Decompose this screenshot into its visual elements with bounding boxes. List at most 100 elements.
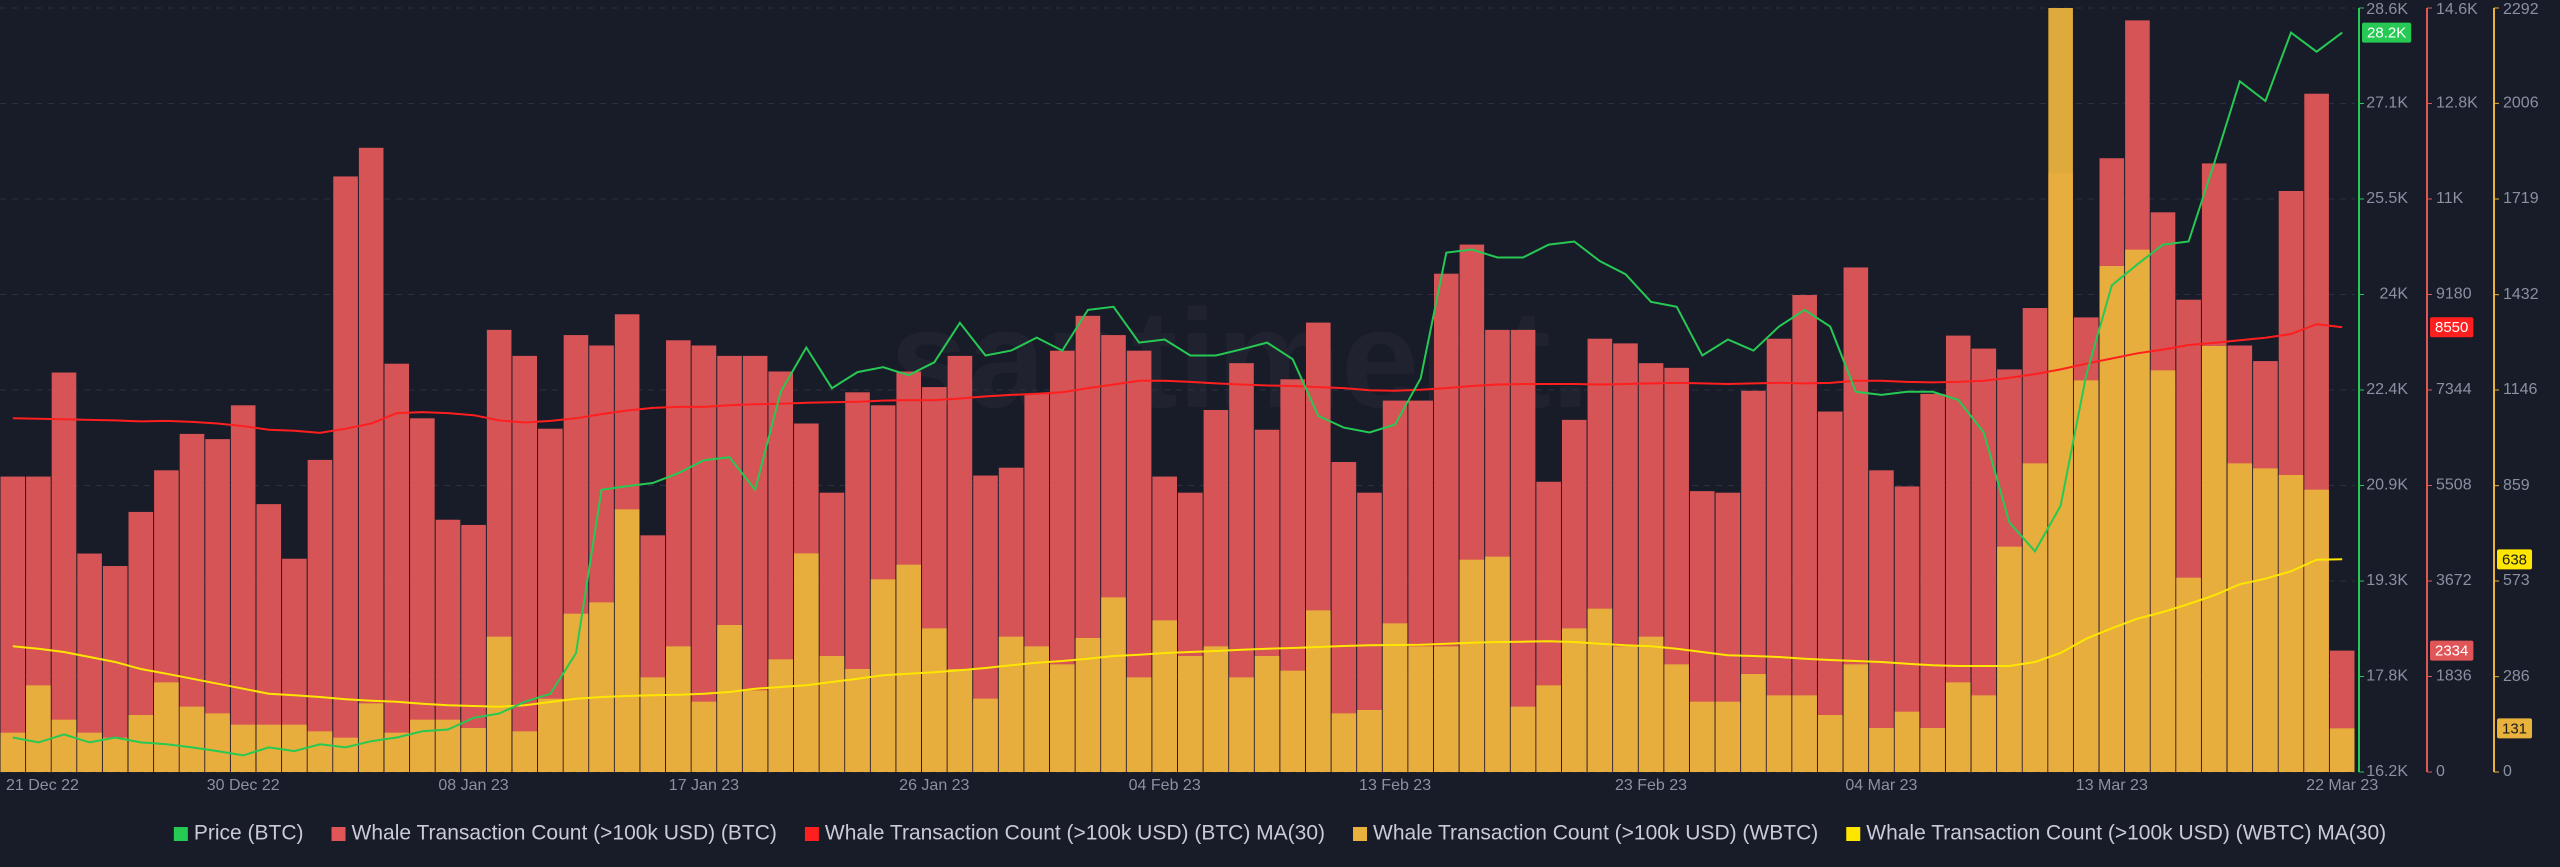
bar — [1997, 546, 2022, 772]
bar — [333, 176, 358, 772]
y-tick-label: 3672 — [2436, 572, 2472, 589]
bar — [1561, 628, 1587, 772]
bar — [1178, 656, 1203, 772]
bar — [333, 737, 358, 772]
value-label: 2334 — [2435, 643, 2468, 660]
bar — [563, 613, 589, 772]
bar — [922, 628, 947, 772]
bar — [1101, 597, 1126, 772]
bar — [307, 731, 333, 772]
bar — [1817, 715, 1843, 772]
bar — [819, 656, 845, 772]
y-tick-label: 5508 — [2436, 477, 2472, 494]
y-tick-label: 1146 — [2503, 381, 2538, 398]
bar — [1792, 295, 1817, 772]
x-tick-label: 26 Jan 23 — [899, 777, 969, 794]
bar — [794, 553, 819, 772]
bar — [1050, 664, 1075, 772]
x-tick-label: 04 Mar 23 — [1845, 777, 1917, 794]
bar — [2227, 463, 2253, 772]
bar — [1408, 646, 1433, 772]
legend-marker — [1353, 827, 1368, 841]
bar — [1331, 713, 1357, 772]
bar — [2304, 489, 2329, 772]
bar — [1510, 706, 1536, 772]
bar — [614, 509, 640, 772]
bar — [1305, 610, 1331, 772]
bar — [1971, 695, 1997, 772]
x-tick-label: 17 Jan 23 — [669, 777, 739, 794]
bar — [230, 405, 256, 772]
value-badge-bg — [2497, 718, 2533, 739]
bar — [384, 363, 410, 772]
bar — [2150, 370, 2176, 772]
bar — [691, 345, 717, 772]
legend-label: Whale Transaction Count (>100k USD) (BTC… — [825, 822, 1325, 845]
bar — [1766, 695, 1792, 772]
bar — [410, 418, 435, 772]
bar — [230, 724, 256, 772]
y-tick-label: 1432 — [2503, 286, 2539, 303]
value-badge-bg — [2497, 549, 2533, 570]
bar — [691, 701, 717, 772]
bar — [435, 719, 461, 772]
bar — [1485, 556, 1510, 772]
legend-label: Whale Transaction Count (>100k USD) (WBT… — [1866, 822, 2386, 845]
x-tick-label: 23 Feb 23 — [1615, 777, 1687, 794]
y-tick-label: 22.4K — [2366, 381, 2408, 398]
line — [12, 31, 2343, 757]
bar — [1920, 728, 1945, 772]
bar — [1945, 682, 1971, 772]
legend-label: Price (BTC) — [194, 822, 304, 845]
line — [12, 323, 2343, 434]
x-tick-label: 13 Feb 23 — [1359, 777, 1431, 794]
bar — [205, 713, 230, 772]
legend-label: Whale Transaction Count (>100k USD) (BTC… — [352, 822, 777, 845]
value-label: 28.2K — [2367, 25, 2406, 42]
y-tick-label: 2292 — [2503, 1, 2539, 18]
y-tick-label: 27.1K — [2366, 95, 2408, 112]
bar — [461, 728, 486, 772]
bar — [102, 737, 128, 772]
y-tick-label: 0 — [2436, 763, 2445, 780]
bar — [512, 731, 538, 772]
x-tick-label: 30 Dec 22 — [207, 777, 280, 794]
line — [12, 558, 2343, 708]
value-label: 131 — [2502, 720, 2527, 737]
bar — [358, 147, 384, 772]
bar — [1817, 411, 1843, 772]
bar — [512, 355, 538, 772]
bar — [1843, 664, 1869, 772]
bar — [973, 698, 998, 772]
bar — [589, 602, 614, 772]
y-tick-label: 16.2K — [2366, 763, 2408, 780]
bar — [1741, 674, 1766, 772]
bar — [998, 636, 1024, 772]
legend-marker — [804, 827, 819, 841]
y-tick-label: 12.8K — [2436, 95, 2478, 112]
bar — [717, 625, 742, 772]
bar — [947, 669, 973, 772]
bar — [2048, 8, 2073, 772]
bar — [1536, 685, 1561, 772]
plot — [0, 8, 2355, 773]
x-tick-label: 13 Mar 23 — [2076, 777, 2148, 794]
bar — [1203, 646, 1229, 772]
bar — [1254, 656, 1280, 772]
y-tick-label: 7344 — [2436, 381, 2472, 398]
bar — [742, 690, 768, 772]
bar — [1638, 636, 1664, 772]
y-tick-label: 1719 — [2503, 190, 2539, 207]
bar — [1869, 470, 1894, 772]
bar — [1357, 710, 1382, 772]
x-tick-label: 22 Mar 23 — [2306, 777, 2378, 794]
bar — [845, 669, 870, 772]
bar — [2099, 266, 2125, 772]
bar — [1459, 559, 1485, 772]
y-tick-label: 286 — [2503, 668, 2530, 685]
y-tick-label: 2006 — [2503, 95, 2539, 112]
bar — [1433, 646, 1459, 772]
bar — [1229, 677, 1254, 772]
value-badge: 28.2K — [2362, 22, 2412, 43]
